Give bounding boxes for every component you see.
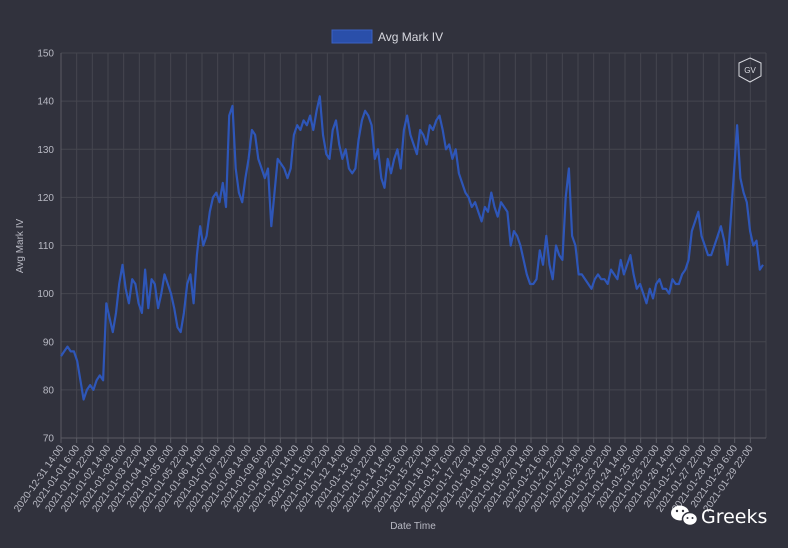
- y-tick-label: 130: [37, 145, 54, 156]
- y-axis-title: Avg Mark IV: [15, 219, 26, 274]
- series-layer: [60, 95, 764, 401]
- series-line-avg-mark-iv: [60, 95, 764, 401]
- legend-label[interactable]: Avg Mark IV: [378, 30, 443, 44]
- x-axis-title: Date Time: [390, 521, 436, 532]
- y-tick-label: 110: [38, 241, 54, 252]
- gv-logo: GV: [738, 57, 762, 83]
- wechat-icon: [671, 505, 699, 527]
- y-tick-label: 90: [43, 337, 55, 348]
- gv-logo-hexagon: [738, 57, 762, 83]
- legend-swatch[interactable]: [331, 29, 373, 44]
- y-tick-label: 70: [43, 434, 55, 445]
- legend[interactable]: Avg Mark IV: [331, 29, 443, 44]
- gv-logo-text: GV: [744, 66, 756, 75]
- y-tick-label: 100: [37, 289, 54, 300]
- y-tick-label: 150: [37, 49, 54, 60]
- y-tick-label: 140: [37, 97, 54, 108]
- y-tick-label: 80: [43, 385, 55, 396]
- grid-lines: [60, 52, 767, 439]
- y-tick-label: 120: [37, 193, 54, 204]
- watermark-text: Greeks: [701, 506, 767, 528]
- y-axis-ticks: 70 80 90 100 110 120 130 140 150: [37, 49, 54, 445]
- watermark: Greeks: [671, 505, 767, 528]
